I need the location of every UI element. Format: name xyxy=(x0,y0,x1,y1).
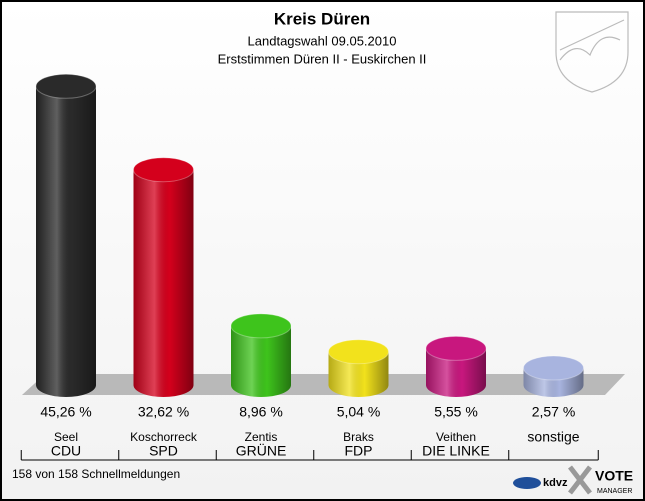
bar-shade xyxy=(231,325,291,397)
value-label: 5,04 % xyxy=(337,404,381,420)
bar-top xyxy=(230,313,292,339)
bar-shade xyxy=(133,169,194,398)
candidate-label: Koschorreck xyxy=(130,430,198,444)
candidate-label: Braks xyxy=(343,430,374,444)
value-label: 2,57 % xyxy=(532,404,576,420)
bar-top xyxy=(523,355,584,381)
bar-shade xyxy=(426,348,486,397)
value-label: 8,96 % xyxy=(239,404,283,420)
value-label: 45,26 % xyxy=(40,404,91,420)
party-label: DIE LINKE xyxy=(422,443,490,459)
chart-title: Kreis Düren xyxy=(274,9,370,28)
logo-text: VOTE xyxy=(595,468,633,484)
logo-text: kdvz xyxy=(543,477,568,489)
party-label: SPD xyxy=(149,443,178,459)
candidate-label: Veithen xyxy=(436,430,476,444)
party-label: GRÜNE xyxy=(236,442,287,459)
subtitle: Landtagswahl 09.05.2010 xyxy=(248,33,397,48)
party-label: FDP xyxy=(345,443,373,459)
bar-shade xyxy=(328,351,389,398)
bar-top xyxy=(133,157,194,183)
bar-top xyxy=(35,73,97,99)
coat-of-arms xyxy=(555,11,629,93)
bar-top xyxy=(328,339,389,365)
bar-shade xyxy=(36,86,96,397)
value-label: 5,55 % xyxy=(434,404,478,420)
footer: 158 von 158 Schnellmeldungen xyxy=(12,467,180,481)
subtitle: Erststimmen Düren II - Euskirchen II xyxy=(218,51,427,66)
bar-top xyxy=(425,335,487,361)
value-label: 32,62 % xyxy=(138,404,189,420)
party-label: CDU xyxy=(51,443,81,459)
logo: kdvz VOTE MANAGER xyxy=(513,465,633,495)
candidate-label: Zentis xyxy=(245,430,278,444)
logo-text: MANAGER xyxy=(597,488,632,495)
party-label: sonstige xyxy=(527,429,579,445)
candidate-label: Seel xyxy=(54,430,78,444)
